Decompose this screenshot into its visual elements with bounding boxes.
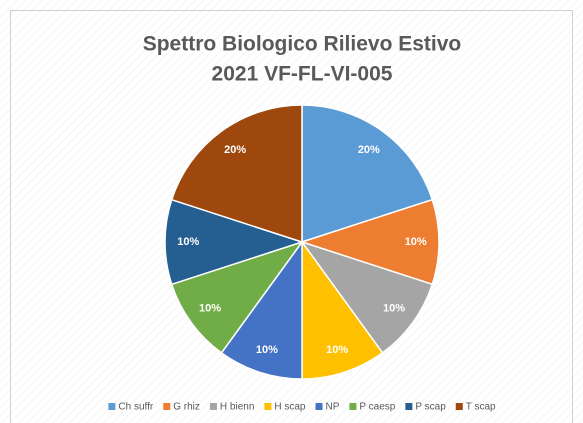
legend-swatch bbox=[405, 403, 413, 410]
pie-slice bbox=[299, 198, 440, 286]
legend-label: H scap bbox=[274, 402, 306, 413]
data-label: 20% bbox=[224, 144, 246, 156]
pie-slice bbox=[300, 240, 434, 354]
data-label: 10% bbox=[199, 303, 221, 315]
data-label: 20% bbox=[358, 144, 380, 156]
legend-swatch bbox=[209, 403, 217, 410]
pie-slice bbox=[164, 198, 305, 286]
data-label: 10% bbox=[177, 236, 199, 248]
chart-title: Spettro Biologico Rilievo Estivo bbox=[143, 33, 462, 56]
chart-title: 2021 VF-FL-VI-005 bbox=[212, 63, 393, 86]
legend-swatch bbox=[108, 403, 116, 410]
legend-swatch bbox=[315, 403, 323, 410]
legend-swatch bbox=[264, 403, 272, 410]
legend-swatch bbox=[349, 403, 357, 410]
legend-swatch bbox=[163, 403, 171, 410]
pie-slice bbox=[170, 104, 303, 244]
legend-label: Ch suffr bbox=[118, 402, 153, 413]
legend-label: T scap bbox=[466, 402, 496, 413]
data-label: 10% bbox=[326, 344, 348, 356]
pie-slice bbox=[170, 240, 304, 354]
chart-border bbox=[10, 10, 573, 423]
legend-label: NP bbox=[326, 402, 340, 413]
pie-slice bbox=[301, 104, 434, 244]
legend-label: P scap bbox=[415, 402, 446, 413]
legend-swatch bbox=[455, 403, 463, 410]
data-label: 10% bbox=[405, 236, 427, 248]
pie-slice bbox=[301, 239, 384, 380]
legend-label: H bienn bbox=[220, 402, 254, 413]
legend-label: G rhiz bbox=[173, 402, 200, 413]
pie-slice bbox=[220, 239, 303, 380]
data-label: 10% bbox=[383, 303, 405, 315]
legend-label: P caesp bbox=[359, 402, 395, 413]
data-label: 10% bbox=[256, 344, 278, 356]
